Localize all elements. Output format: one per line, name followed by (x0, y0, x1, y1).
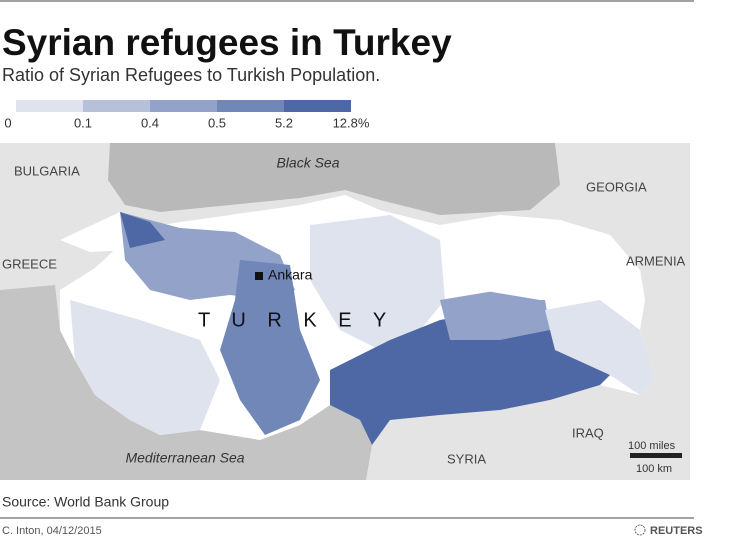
province-region (440, 215, 645, 300)
province-region (310, 215, 445, 350)
agency-logo (634, 524, 646, 536)
province-region (120, 212, 165, 248)
country-label: GREECE (2, 256, 57, 271)
map: Ankara T U R K E Y Black Sea Mediterrane… (0, 143, 690, 480)
title: Syrian refugees in Turkey (2, 22, 452, 63)
province-region (70, 300, 220, 435)
country-label: GEORGIA (586, 179, 647, 194)
country-label: ARMENIA (626, 253, 686, 268)
source: Source: World Bank Group (2, 494, 169, 510)
province-region (220, 260, 320, 435)
legend-label: 0.4 (141, 115, 159, 130)
legend-label: 0.5 (208, 115, 226, 130)
country-label: BULGARIA (14, 163, 80, 178)
legend: 0 0.1 0.4 0.5 5.2 12.8% (4, 100, 370, 130)
legend-swatch (284, 100, 351, 112)
legend-swatch (16, 100, 83, 112)
legend-label: 0.1 (74, 115, 92, 130)
sea-label: Mediterranean Sea (125, 450, 244, 466)
legend-label: 5.2 (275, 115, 293, 130)
sea-label: Black Sea (276, 155, 339, 171)
scale-label: 100 miles (628, 440, 676, 452)
scale-label: 100 km (636, 463, 672, 475)
city-label: Ankara (268, 267, 313, 283)
legend-label: 0 (4, 115, 11, 130)
legend-swatch (83, 100, 150, 112)
legend-swatch (217, 100, 284, 112)
country-label: T U R K E Y (198, 309, 394, 331)
country-label: SYRIA (447, 451, 486, 466)
mediterranean-sea (0, 285, 372, 480)
scale-bar (630, 453, 682, 458)
agency: REUTERS (650, 525, 703, 537)
province-region (440, 290, 550, 340)
province-region (545, 300, 655, 395)
black-sea (108, 143, 560, 215)
legend-swatch (150, 100, 217, 112)
country-label: IRAQ (572, 425, 604, 440)
subtitle: Ratio of Syrian Refugees to Turkish Popu… (2, 65, 380, 85)
legend-label: 12.8% (333, 115, 370, 130)
province-region (330, 310, 610, 445)
credit: C. Inton, 04/12/2015 (2, 525, 102, 537)
ankara-marker (255, 272, 263, 280)
